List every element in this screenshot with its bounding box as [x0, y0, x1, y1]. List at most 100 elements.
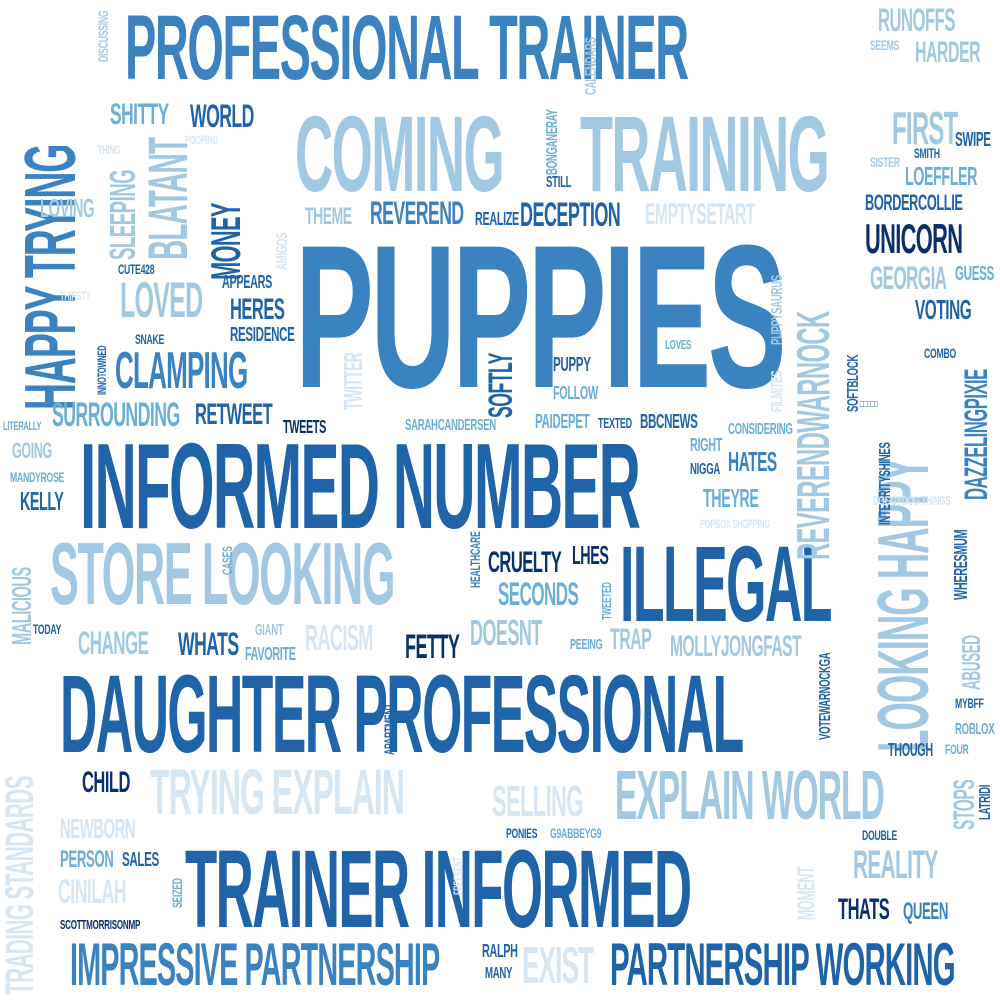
word-many: MANY — [485, 965, 513, 982]
word-healthcare: HEALTHCARE — [467, 531, 483, 588]
word-apartment: APARTMENT — [381, 703, 397, 755]
word-kelly: KELLY — [20, 486, 64, 516]
word-literally: LITERALLY — [3, 419, 42, 433]
word-tweeted: TWEETED — [599, 582, 614, 620]
word-thats: THATS — [838, 893, 890, 926]
word-loeffler: LOEFFLER — [905, 161, 978, 191]
word-filmites: FILMITES — [769, 370, 786, 412]
word-theyre: THEYRE — [703, 483, 759, 513]
word-money: MONEY — [202, 203, 249, 280]
word-cases: CASES — [219, 546, 235, 575]
word-favorite: FAVORITE — [245, 644, 296, 664]
word-reality: REALITY — [853, 843, 938, 887]
word-scottmorrisonmp: SCOTTMORRISONMP — [60, 917, 141, 932]
word-explain-world: EXPLAIN WORLD — [615, 756, 885, 834]
word-runoffs: RUNOFFS — [878, 2, 955, 38]
word-smith: SMITH — [914, 145, 940, 161]
word-still: STILL — [546, 174, 572, 191]
word-sister: SISTER — [870, 154, 900, 170]
word-mollyjongfast: MOLLYJONGFAST — [670, 630, 802, 663]
word-texted: TEXTED — [598, 415, 632, 432]
word-child: CHILD — [82, 766, 130, 799]
word-selling: SELLING — [492, 777, 583, 826]
word-seized: SEIZED — [169, 878, 185, 908]
word-trainer-informed: TRAINER INFORMED — [185, 828, 692, 951]
word-mybff: MYBFF — [955, 695, 984, 711]
word-appears: APPEARS — [222, 272, 272, 292]
word-ponies: PONIES — [506, 825, 538, 841]
word-georgia: GEORGIA — [870, 260, 947, 296]
word-impressive-partnership: IMPRESSIVE PARTNERSHIP — [70, 931, 440, 998]
word-cruelty: CRUELTY — [488, 546, 562, 579]
word-first: FIRST — [892, 102, 958, 154]
word-surrounding: SURROUNDING — [52, 396, 180, 434]
word-malicious: MALICIOUS — [6, 567, 37, 645]
word-bonganeray: BONGANERAY — [544, 109, 561, 175]
word-informed-number: INFORMED NUMBER — [80, 418, 641, 554]
word-giant: GIANT — [255, 622, 284, 639]
word-tweets: TWEETS — [283, 417, 327, 437]
word-filler: □□□□□ — [860, 399, 878, 410]
word-puppy: PUPPY — [553, 354, 591, 376]
word-unicorn: UNICORN — [865, 215, 963, 262]
word-residence: RESIDENCE — [230, 324, 295, 346]
word-guess: GUESS — [955, 263, 994, 285]
word-today: TODAY — [33, 621, 62, 637]
word-trap: TRAP — [610, 623, 652, 656]
word-fetty: FETTY — [405, 628, 460, 666]
word-calendars: CALENDARS — [583, 37, 600, 95]
word-partnership-working: PARTNERSHIP WORKING — [610, 931, 956, 998]
word-pooping: POOPING — [185, 133, 219, 147]
word-retweet: RETWEET — [195, 398, 273, 431]
word-double: DOUBLE — [862, 827, 898, 843]
word-sarahcandersen: SARAHCANDERSEN — [405, 417, 496, 434]
word-discussing: DISCUSSING — [95, 10, 111, 62]
word-cute428: CUTE428 — [118, 261, 155, 277]
word-thirsty: THIRSTY — [60, 289, 91, 303]
word-trading-standards: TRADING STANDARDS — [0, 776, 42, 995]
word-sleeping: SLEEPING — [102, 169, 143, 260]
word-deception: DECEPTION — [520, 196, 621, 234]
word-emptysetart: EMPTYSETART — [645, 198, 755, 231]
word-moment: MOMENT — [793, 866, 820, 920]
word-shitty: SHITTY — [110, 98, 169, 131]
word-realize: REALIZE — [475, 209, 519, 229]
word-follow: FOLLOW — [553, 383, 598, 403]
word-exist: EXIST — [522, 937, 594, 995]
word-heres: HERES — [230, 293, 285, 326]
word-combo: COMBO — [924, 345, 956, 361]
word-trying-explain: TRYING EXPLAIN — [150, 756, 405, 828]
word-change: CHANGE — [78, 625, 149, 661]
word-loved: LOVED — [120, 272, 203, 328]
word-integrityshines: INTEGRITYSHINES — [877, 442, 894, 525]
word-ralph: RALPH — [482, 941, 518, 961]
word-seems: SEEMS — [870, 37, 900, 53]
word-queen: QUEEN — [903, 898, 948, 925]
word-bbcnews: BBCNEWS — [640, 411, 698, 433]
word-swipe: SWIPE — [955, 129, 991, 151]
word-puppysaurus: PUPPYSAURUS — [769, 275, 786, 345]
word-going: GOING — [12, 438, 52, 463]
word-person: PERSON — [60, 846, 114, 873]
word-right: RIGHT — [690, 435, 722, 455]
word-thing: THING — [98, 143, 121, 157]
word-whats: WHATS — [178, 626, 239, 662]
word-harder: HARDER — [915, 36, 981, 69]
word-mandyrose: MANDYROSE — [10, 469, 65, 485]
word-newborn: NEWBORN — [60, 813, 136, 844]
word-peeing: PEEING — [570, 636, 603, 653]
word-blatant: BLATANT — [136, 137, 199, 260]
word-cinilah: CINILAH — [58, 873, 127, 911]
word-coming: COMING — [295, 93, 505, 214]
word-paidepet: PAIDEPET — [535, 411, 590, 433]
word-hates: HATES — [728, 446, 777, 477]
word-softly: SOFTLY — [482, 353, 520, 418]
word-amigos: AMIGOS — [274, 232, 291, 270]
word-dazzelingpixie: DAZZELINGPIXIE — [958, 369, 994, 500]
word-daughter-professional: DAUGHTER PROFESSIONAL — [60, 653, 744, 776]
word-store-looking: STORE LOOKING — [50, 524, 395, 623]
word-bordercollie: BORDERCOLLIE — [865, 190, 963, 215]
word-g9abbeyg9: G9ABBEYG9 — [550, 825, 602, 841]
word-theme: THEME — [305, 203, 352, 230]
